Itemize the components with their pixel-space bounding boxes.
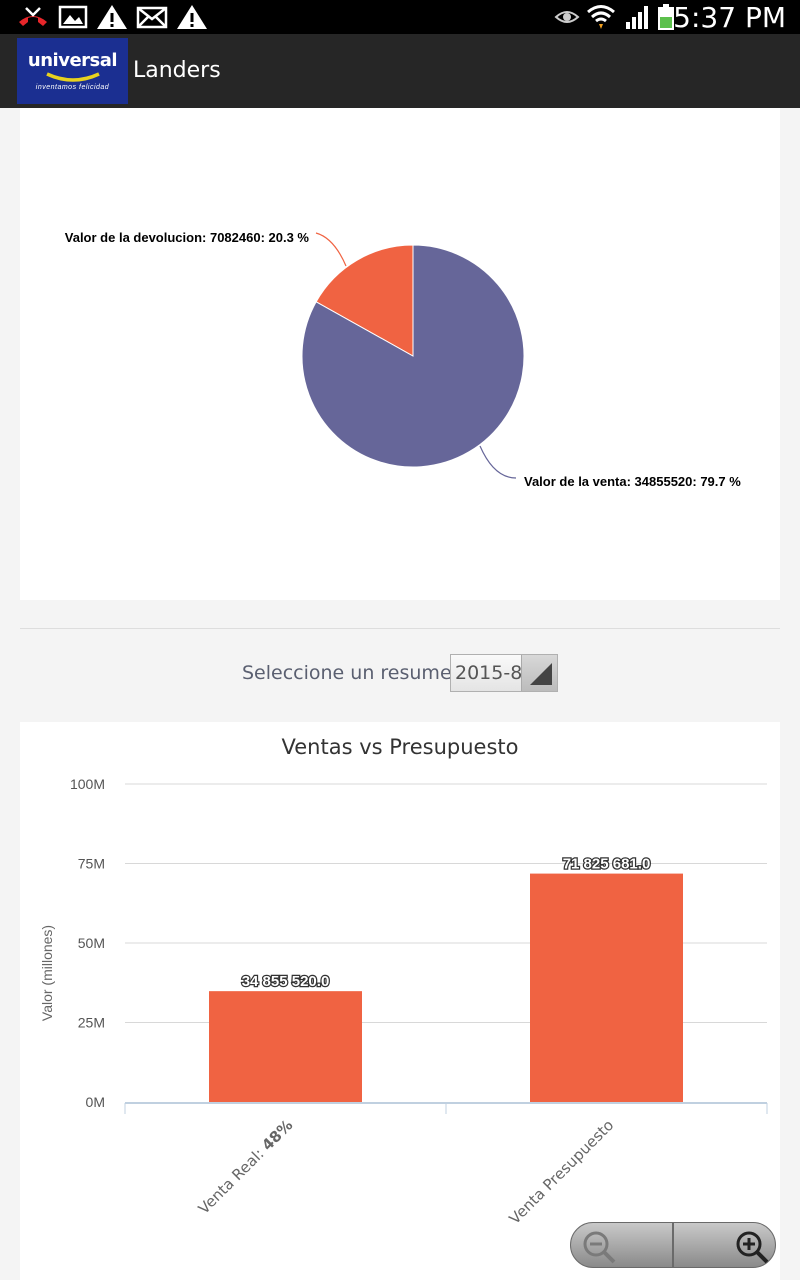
content-scroll[interactable]: Valor de la devolucion: 7082460: 20.3 % V… bbox=[0, 108, 800, 1280]
bar-data-label: 34 855 520.0 bbox=[242, 973, 330, 990]
y-tick-label: 100M bbox=[70, 776, 105, 792]
zoom-in-icon bbox=[736, 1231, 769, 1264]
zoom-in-button[interactable] bbox=[673, 1222, 776, 1268]
zoom-controls bbox=[570, 1222, 776, 1268]
wifi-icon bbox=[587, 5, 615, 29]
y-tick-label: 0M bbox=[86, 1094, 105, 1110]
app-logo[interactable]: universal inventamos felicidad bbox=[17, 38, 128, 104]
pie-slice[interactable] bbox=[315, 244, 414, 357]
action-bar: universal inventamos felicidad Landers bbox=[0, 34, 800, 108]
bar-chart: Ventas vs Presupuesto 0M 25M 50M 75M 100M Valo… bbox=[39, 735, 768, 1228]
warning-icon bbox=[97, 5, 127, 29]
signal-icon bbox=[626, 6, 648, 29]
summary-selector-label: Seleccione un resumen: bbox=[242, 662, 471, 684]
mail-icon bbox=[136, 6, 168, 29]
y-axis-label: Valor (millones) bbox=[39, 925, 55, 1021]
zoom-out-icon bbox=[583, 1231, 616, 1264]
pie-chart-card: Valor de la devolucion: 7082460: 20.3 % V… bbox=[20, 108, 780, 600]
y-tick-label: 25M bbox=[78, 1015, 105, 1031]
eye-icon bbox=[554, 11, 580, 23]
x-tick-label: Venta Real: 48% bbox=[195, 1116, 297, 1218]
bar[interactable] bbox=[530, 873, 683, 1102]
zoom-out-button[interactable] bbox=[570, 1222, 673, 1268]
dropdown-arrow-icon[interactable] bbox=[521, 655, 557, 691]
picture-icon bbox=[58, 5, 88, 29]
pie-slice-label: Valor de la venta: 34855520: 79.7 % bbox=[524, 474, 741, 489]
pie-connector bbox=[315, 232, 347, 267]
battery-icon bbox=[658, 4, 674, 30]
pie-slice[interactable] bbox=[301, 244, 525, 468]
logo-tagline: inventamos felicidad bbox=[35, 84, 110, 91]
y-tick-label: 50M bbox=[78, 935, 105, 951]
app-title: Landers bbox=[133, 58, 221, 83]
status-bar: 5:37 PM bbox=[0, 0, 800, 34]
bar-data-label: 71 825 681.0 bbox=[563, 856, 651, 873]
section-divider bbox=[20, 628, 780, 629]
chart-title: Ventas vs Presupuesto bbox=[282, 735, 519, 759]
y-tick-label: 75M bbox=[78, 856, 105, 872]
bar[interactable] bbox=[209, 991, 362, 1102]
status-time: 5:37 PM bbox=[673, 1, 786, 34]
pie-connector bbox=[479, 445, 517, 479]
x-tick-label: Venta Presupuesto bbox=[506, 1116, 618, 1228]
warning-icon bbox=[177, 5, 207, 29]
bar-chart-card: Ventas vs Presupuesto 0M 25M 50M 75M 100M Valo… bbox=[20, 722, 780, 1280]
pie-chart: Valor de la devolucion: 7082460: 20.3 % V… bbox=[65, 230, 741, 489]
logo-smile-icon bbox=[46, 72, 100, 82]
missed-call-icon bbox=[19, 7, 47, 26]
summary-selector-row: Seleccione un resumen: 2015-8 bbox=[0, 654, 800, 694]
summary-select-value: 2015-8 bbox=[455, 662, 523, 684]
logo-brand: universal bbox=[27, 50, 118, 71]
summary-select[interactable]: 2015-8 bbox=[450, 654, 558, 692]
pie-slice-label: Valor de la devolucion: 7082460: 20.3 % bbox=[65, 230, 310, 245]
